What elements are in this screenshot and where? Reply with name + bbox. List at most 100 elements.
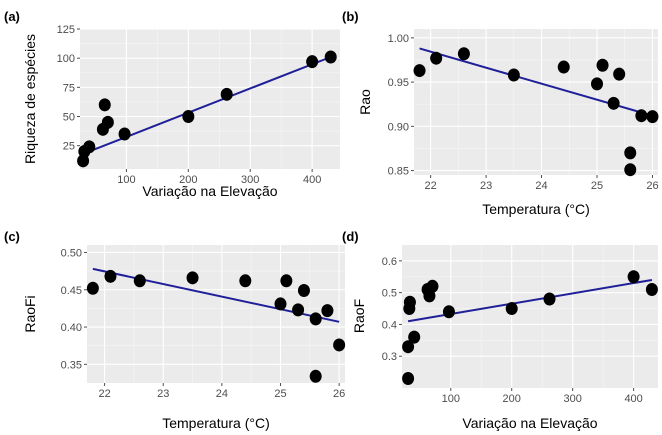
data-point	[98, 98, 111, 112]
y-axis-title: RaoFi	[22, 295, 38, 332]
x-tick-label: 300	[241, 174, 259, 186]
data-point	[309, 369, 322, 383]
y-tick-label: 125	[57, 24, 75, 36]
data-point	[413, 64, 426, 78]
x-tick-label: 26	[646, 180, 658, 192]
x-tick-label: 24	[216, 388, 228, 400]
y-tick-label: 25	[63, 141, 75, 153]
data-point	[306, 55, 319, 69]
data-point	[297, 284, 310, 298]
data-point	[426, 279, 439, 293]
data-point	[186, 271, 199, 285]
x-axis-title: Variação na Elevação	[142, 183, 277, 199]
y-tick-label: 0.90	[388, 121, 409, 133]
x-axis-title: Variação na Elevação	[462, 415, 597, 431]
x-tick-label: 25	[274, 388, 286, 400]
data-point	[624, 163, 637, 177]
data-point	[83, 140, 96, 154]
data-point	[507, 68, 520, 82]
y-axis-title: RaoF	[351, 299, 367, 333]
y-tick-label: 0.5	[382, 288, 397, 300]
data-point	[324, 50, 337, 64]
x-tick-label: 200	[179, 174, 197, 186]
y-tick-label: 0.50	[61, 247, 82, 259]
data-point	[333, 338, 346, 352]
y-tick-label: 0.95	[388, 77, 409, 89]
y-tick-label: 0.45	[61, 285, 82, 297]
x-tick-labels: 100 200 300 400	[117, 169, 321, 186]
x-axis-title: Temperatura (°C)	[162, 415, 270, 431]
y-tick-label: 100	[57, 53, 75, 65]
data-point	[402, 340, 415, 354]
data-point	[86, 281, 99, 295]
data-points	[413, 47, 659, 177]
gridlines	[80, 28, 340, 169]
data-point	[613, 67, 626, 81]
data-point	[607, 96, 620, 110]
gridlines	[414, 29, 658, 175]
plot-area	[414, 29, 658, 175]
data-point	[321, 304, 334, 318]
x-tick-labels: 22 23 24 25 26	[425, 175, 659, 192]
data-point	[557, 60, 570, 74]
panel-b: (b) 22 23 24 25 26 0.85 0.90 0.95 1.00 Temperat…	[342, 9, 659, 217]
data-point	[309, 312, 322, 326]
y-tick-labels: 0.3 0.4 0.5 0.6	[382, 256, 402, 363]
y-tick-labels: 0.35 0.40 0.45 0.50	[61, 247, 87, 371]
panel-c: (c) 22 23 24 25 26 0.35 0.40 0.45 0.50 Temperat…	[4, 229, 345, 431]
panel-label: (d)	[342, 229, 359, 244]
x-tick-label: 100	[442, 393, 460, 405]
panel-label: (b)	[342, 9, 359, 24]
plot-area	[402, 245, 658, 388]
y-axis-title: Rao	[357, 89, 373, 115]
data-points	[86, 269, 346, 383]
data-point	[403, 295, 416, 309]
data-point	[133, 274, 146, 288]
data-point	[118, 127, 131, 141]
x-tick-label: 26	[333, 388, 345, 400]
data-point	[430, 51, 443, 65]
y-axis-title: Riqueza de espécies	[22, 34, 38, 164]
x-tick-label: 400	[624, 393, 642, 405]
y-tick-label: 75	[63, 82, 75, 94]
panel-label: (c)	[4, 229, 20, 244]
x-tick-label: 25	[591, 180, 603, 192]
x-tick-label: 22	[425, 180, 437, 192]
data-points	[402, 270, 658, 385]
data-point	[645, 282, 658, 296]
x-tick-label: 400	[303, 174, 321, 186]
data-point	[104, 269, 117, 283]
y-tick-labels: 0.85 0.90 0.95 1.00	[388, 33, 414, 178]
x-tick-label: 100	[117, 174, 135, 186]
gridlines	[402, 245, 658, 388]
panel-d: (d) 100 200 300 400 0.3 0.4 0.5 0.6 Variação n…	[342, 229, 658, 431]
x-tick-label: 23	[157, 388, 169, 400]
x-tick-label: 22	[98, 388, 110, 400]
y-tick-label: 0.40	[61, 322, 82, 334]
x-tick-label: 24	[535, 180, 547, 192]
data-point	[635, 109, 648, 123]
y-tick-labels: 25 50 75 100 125	[57, 24, 80, 153]
plot-area	[80, 29, 340, 169]
x-axis-title: Temperatura (°C)	[482, 201, 590, 217]
x-tick-label: 23	[480, 180, 492, 192]
data-point	[292, 303, 305, 317]
data-point	[239, 274, 252, 288]
data-point	[624, 146, 637, 160]
x-tick-labels: 100 200 300 400	[442, 388, 643, 405]
data-point	[505, 302, 518, 316]
data-point	[591, 77, 603, 91]
data-point	[596, 58, 609, 72]
data-point	[402, 371, 415, 385]
panel-a: (a) 100 200 300 400 25 50 75 100 125 Variação n…	[4, 9, 340, 199]
data-point	[101, 115, 114, 129]
data-point	[408, 330, 421, 344]
data-point	[457, 47, 470, 61]
panel-label: (a)	[4, 9, 20, 24]
data-point	[274, 297, 287, 311]
data-point	[543, 292, 556, 306]
data-point	[280, 274, 293, 288]
data-point	[182, 110, 195, 123]
y-tick-label: 0.35	[61, 359, 82, 371]
